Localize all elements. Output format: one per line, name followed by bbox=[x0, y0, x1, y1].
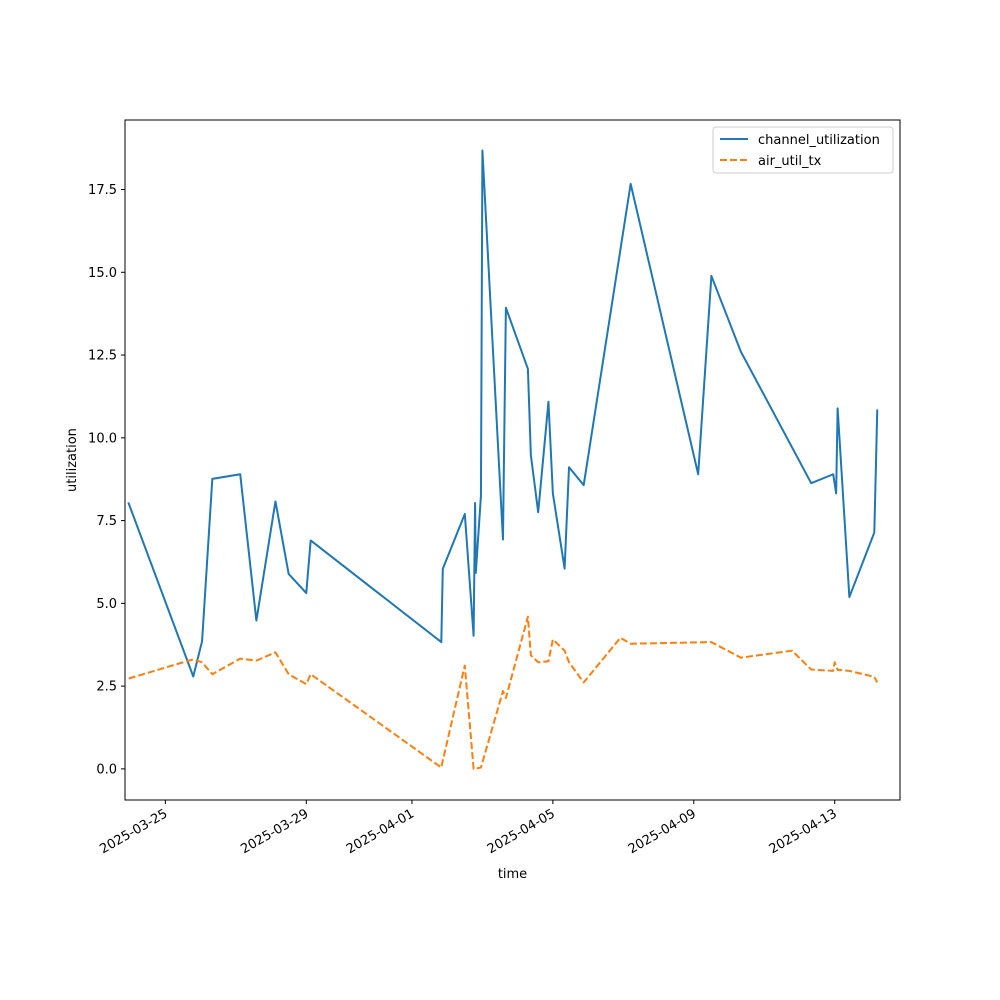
legend: channel_utilization air_util_tx bbox=[712, 126, 894, 174]
y-tick-label: 0.0 bbox=[96, 762, 117, 777]
series-line-air-util-tx bbox=[128, 615, 879, 770]
axes-frame bbox=[124, 119, 901, 801]
y-tick-label: 5.0 bbox=[96, 597, 117, 612]
y-tick-label: 2.5 bbox=[96, 680, 117, 695]
y-tick-label: 15.0 bbox=[88, 266, 117, 281]
y-tick-label: 12.5 bbox=[88, 349, 117, 364]
legend-box bbox=[712, 126, 894, 174]
y-tick-label: 7.5 bbox=[96, 514, 117, 529]
y-tick-label: 10.0 bbox=[88, 431, 117, 446]
legend-label: air_util_tx bbox=[758, 154, 822, 169]
series-line-channel-utilization bbox=[127, 149, 879, 678]
legend-label: channel_utilization bbox=[758, 133, 880, 148]
y-tick-label: 17.5 bbox=[88, 183, 117, 198]
series-layer bbox=[127, 149, 879, 770]
y-axis-label: utilization bbox=[65, 428, 80, 492]
x-axis-label: time bbox=[498, 867, 527, 882]
y-axis: 0.0 2.5 5.0 7.5 10.0 12.5 15.0 17.5 bbox=[88, 183, 125, 777]
